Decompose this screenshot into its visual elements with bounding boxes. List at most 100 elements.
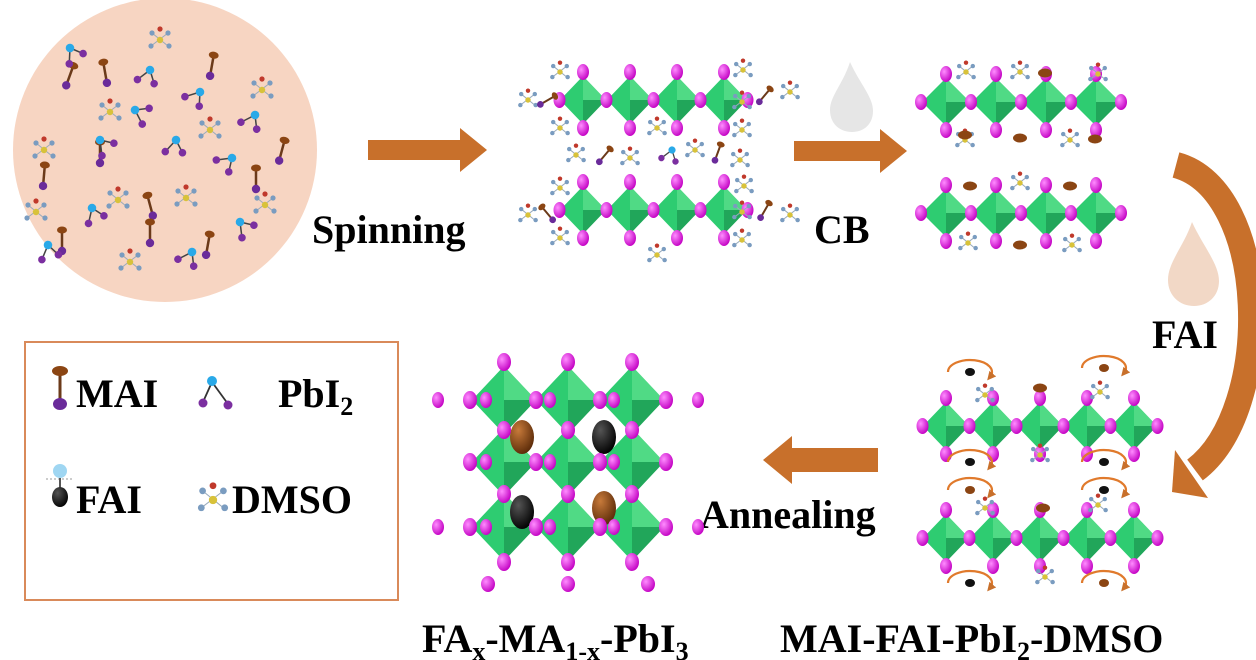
rotation-cycle-icon <box>946 448 997 471</box>
iodide-ion <box>1081 502 1093 518</box>
perovskite-lattice <box>432 353 704 592</box>
dmso-atom <box>106 108 114 116</box>
dmso-atom <box>532 91 538 97</box>
dmso-molecule <box>732 118 752 138</box>
octahedron-highlight <box>677 76 700 100</box>
iodide-ion <box>593 391 607 409</box>
rotation-arrow <box>1080 354 1131 377</box>
dmso-atom <box>963 60 969 65</box>
octahedron-highlight <box>946 402 969 426</box>
pbi2-icon-iodide <box>223 400 233 410</box>
dmso-atom <box>148 43 154 49</box>
dmso-atom <box>780 206 786 212</box>
iodide-ion <box>965 94 977 110</box>
dmso-atom <box>627 146 633 151</box>
dmso-atom <box>156 36 164 44</box>
dmso-atom <box>732 121 738 127</box>
pbi6-octahedron <box>1072 78 1120 126</box>
dmso-atom <box>271 208 277 214</box>
dmso-atom <box>49 140 55 146</box>
dmso-atom <box>1074 131 1080 137</box>
dmso-atom <box>1088 65 1094 71</box>
dmso-atom <box>207 116 213 122</box>
pbi6-octahedron <box>607 186 653 234</box>
mai-iodide <box>537 101 544 108</box>
dmso-atom <box>107 190 113 196</box>
pbi6-octahedron <box>536 493 600 561</box>
pbi6-octahedron <box>600 428 664 496</box>
dmso-atom <box>525 88 531 93</box>
dmso-molecule <box>250 76 274 99</box>
octahedron-highlight <box>993 514 1016 538</box>
pbi2-iodide <box>98 151 106 160</box>
iodide-ion <box>1151 530 1164 546</box>
iodide-ion <box>940 446 952 462</box>
dmso-atom <box>662 257 667 263</box>
dmso-atom <box>99 102 105 108</box>
pbi6-octahedron <box>922 78 970 126</box>
rotation-arrow <box>946 358 997 381</box>
dmso-atom <box>787 89 793 95</box>
iodide-ion <box>987 502 999 518</box>
ma-cation <box>1013 240 1027 250</box>
mai-cation <box>606 145 614 153</box>
octahedron-shade <box>996 102 1020 126</box>
dmso-atom <box>518 91 524 97</box>
dmso-atom <box>557 176 563 181</box>
dmso-atom <box>1077 247 1082 253</box>
dmso-atom <box>118 265 124 271</box>
octahedron-shade <box>1096 102 1120 126</box>
mai-cation <box>204 230 215 238</box>
dmso-atom <box>1062 236 1068 242</box>
legend-mai-label: MAI <box>76 371 158 416</box>
dmso-icon <box>197 482 229 512</box>
iodide-ion <box>940 233 952 249</box>
dmso-atom <box>634 149 640 155</box>
mai-cation <box>279 136 290 144</box>
dmso-atom <box>573 152 579 158</box>
octahedron-highlight <box>946 78 970 102</box>
dmso-molecule <box>566 143 586 163</box>
dmso-atom <box>965 240 971 246</box>
pbi6-octahedron <box>600 366 664 434</box>
dmso-atom <box>1102 65 1108 71</box>
pbi2-iodide <box>79 49 87 58</box>
dmso-atom <box>982 505 988 511</box>
fai-icon <box>46 464 74 507</box>
dmso-atom <box>581 157 586 163</box>
pbi6-octahedron <box>923 514 969 562</box>
mai-molecule <box>38 161 50 191</box>
solution-molecules <box>24 26 290 271</box>
pbi2-iodide <box>672 158 679 165</box>
dmso-atom <box>635 160 640 166</box>
pbi2-iodide <box>84 219 93 228</box>
dmso-atom <box>258 86 266 94</box>
cation-in-cycle <box>1099 458 1109 466</box>
octahedron-highlight <box>1046 189 1070 213</box>
pbi2-lead <box>250 110 260 120</box>
iodide-ion <box>963 418 976 434</box>
pbi2-iodide <box>178 148 187 157</box>
dmso-atom <box>115 102 121 108</box>
iodide-ion <box>916 530 929 546</box>
mai-molecule <box>755 85 774 106</box>
intermediate-product-label: MAI-FAI-PbI2-DMSO <box>780 616 1163 660</box>
dmso-atom <box>1024 63 1030 69</box>
rotation-arrow <box>1080 476 1131 499</box>
iodide-ion <box>432 519 444 535</box>
iodide-ion <box>940 390 952 406</box>
dmso-atom <box>135 252 141 258</box>
dmso-atom <box>119 252 125 258</box>
iodide-ion <box>529 518 543 536</box>
dmso-atom <box>40 146 48 154</box>
dmso-atom <box>1088 76 1093 82</box>
dmso-atom <box>956 63 962 69</box>
dmso-atom <box>747 214 752 220</box>
pbi6-octahedron <box>1017 402 1063 450</box>
pbi2-iodide <box>181 92 189 101</box>
octahedron-shade <box>1134 426 1157 450</box>
pbi6-octahedron <box>970 402 1016 450</box>
mai-cation <box>145 218 155 226</box>
dmso-atom <box>1030 457 1035 463</box>
mai-iodide <box>755 98 763 106</box>
